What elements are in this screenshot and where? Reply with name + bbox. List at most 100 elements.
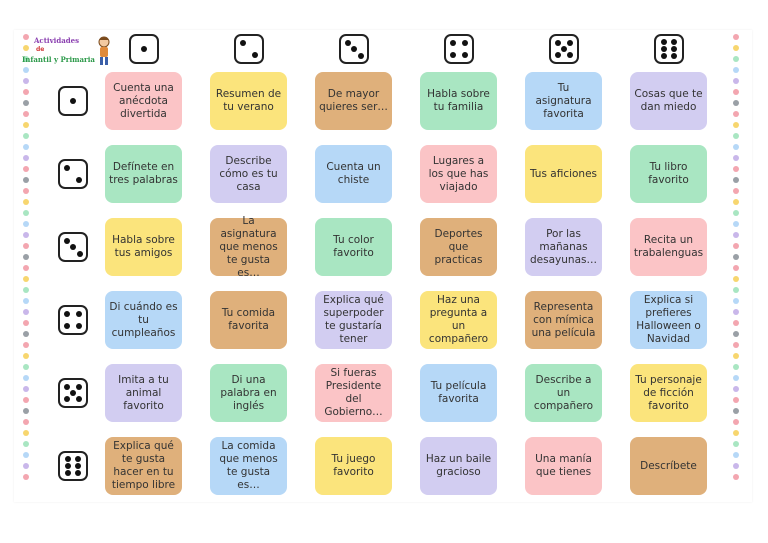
border-dot xyxy=(733,287,739,293)
die-pip xyxy=(555,40,562,47)
question-card[interactable]: Describe a un compañero xyxy=(525,364,602,422)
question-card[interactable]: Deportes que practicas xyxy=(420,218,497,276)
question-card-text: Explica si prefieres Halloween o Navidad xyxy=(636,294,701,345)
question-card[interactable]: Recita un trabalenguas xyxy=(630,218,707,276)
border-dot xyxy=(23,122,29,128)
question-card-text: Imita a tu animal favorito xyxy=(118,373,169,412)
border-dot xyxy=(733,177,739,183)
border-dot xyxy=(23,474,29,480)
border-dot xyxy=(23,34,29,40)
question-card[interactable]: Tu juego favorito xyxy=(315,437,392,495)
border-dot xyxy=(733,221,739,227)
die-one-icon xyxy=(129,34,159,64)
die-pip xyxy=(671,46,678,52)
border-dot xyxy=(23,342,29,348)
question-card-text: Representa con mímica una película xyxy=(531,300,596,339)
border-dot xyxy=(733,45,739,51)
border-dot xyxy=(23,320,29,326)
question-card[interactable]: Tus aficiones xyxy=(525,145,602,203)
question-card[interactable]: Cuenta un chiste xyxy=(315,145,392,203)
border-dot xyxy=(733,111,739,117)
question-card[interactable]: Tu color favorito xyxy=(315,218,392,276)
die-pip xyxy=(141,46,147,52)
border-dot xyxy=(23,100,29,106)
question-card-text: Describe a un compañero xyxy=(533,373,594,412)
question-card-text: Explica qué superpoder te gustaría tener xyxy=(323,294,384,345)
die-pip xyxy=(75,463,82,469)
border-dot xyxy=(733,144,739,150)
question-card[interactable]: Explica qué te gusta hacer en tu tiempo … xyxy=(105,437,182,495)
border-dot xyxy=(733,441,739,447)
border-dot xyxy=(23,67,29,73)
question-card[interactable]: La asignatura que menos te gusta es… xyxy=(210,215,287,279)
question-card[interactable]: Resumen de tu verano xyxy=(210,72,287,130)
question-card[interactable]: Imita a tu animal favorito xyxy=(105,364,182,422)
border-dot xyxy=(23,452,29,458)
border-dot xyxy=(733,309,739,315)
question-card-text: Lugares a los que has viajado xyxy=(428,154,489,193)
die-pip xyxy=(357,52,364,59)
question-card[interactable]: Una manía que tienes xyxy=(525,437,602,495)
border-dot xyxy=(23,210,29,216)
die-pip xyxy=(450,40,457,47)
question-card[interactable]: Di cuándo es tu cumpleaños xyxy=(105,291,182,349)
question-card-text: Resumen de tu verano xyxy=(215,88,282,113)
border-dot xyxy=(733,265,739,271)
border-dot xyxy=(23,254,29,260)
question-card[interactable]: Por las mañanas desayunas… xyxy=(525,218,602,276)
question-card[interactable]: Habla sobre tu familia xyxy=(420,72,497,130)
border-dot xyxy=(23,298,29,304)
die-three-icon xyxy=(339,34,369,64)
die-pip xyxy=(660,46,667,52)
question-card[interactable]: Explica qué superpoder te gustaría tener xyxy=(315,291,392,349)
question-card[interactable]: Defínete en tres palabras xyxy=(105,145,182,203)
right-dot-border xyxy=(732,34,740,485)
logo-line2: de xyxy=(36,46,45,53)
question-card[interactable]: Explica si prefieres Halloween o Navidad xyxy=(630,291,707,349)
question-card[interactable]: Cosas que te dan miedo xyxy=(630,72,707,130)
die-pip xyxy=(70,98,76,104)
border-dot xyxy=(23,364,29,370)
border-dot xyxy=(23,155,29,161)
question-card[interactable]: Tu comida favorita xyxy=(210,291,287,349)
die-four-icon xyxy=(58,305,88,335)
border-dot xyxy=(733,155,739,161)
question-card-text: Por las mañanas desayunas… xyxy=(530,227,597,266)
question-card-text: Deportes que practicas xyxy=(434,227,483,266)
question-card-text: Habla sobre tu familia xyxy=(427,88,490,113)
question-card[interactable]: La comida que menos te gusta es… xyxy=(210,437,287,495)
question-card[interactable]: Cuenta una anécdota divertida xyxy=(105,72,182,130)
question-card[interactable]: Tu libro favorito xyxy=(630,145,707,203)
border-dot xyxy=(733,463,739,469)
question-card[interactable]: Haz una pregunta a un compañero xyxy=(420,291,497,349)
question-card[interactable]: Lugares a los que has viajado xyxy=(420,145,497,203)
question-card[interactable]: Descríbete xyxy=(630,437,707,495)
question-card-text: Tu juego favorito xyxy=(331,453,376,478)
question-card[interactable]: Tu asignatura favorita xyxy=(525,72,602,130)
question-card-text: Explica qué te gusta hacer en tu tiempo … xyxy=(111,440,176,491)
question-card[interactable]: Tu película favorita xyxy=(420,364,497,422)
border-dot xyxy=(733,353,739,359)
question-card[interactable]: Habla sobre tus amigos xyxy=(105,218,182,276)
question-card[interactable]: De mayor quieres ser… xyxy=(315,72,392,130)
question-card[interactable]: Representa con mímica una película xyxy=(525,291,602,349)
die-pip xyxy=(660,39,667,46)
border-dot xyxy=(23,276,29,282)
question-card[interactable]: Describe cómo es tu casa xyxy=(210,145,287,203)
die-pip xyxy=(461,51,468,58)
die-pip xyxy=(64,311,71,318)
question-card-text: Di una palabra en inglés xyxy=(220,373,277,412)
die-pip xyxy=(75,469,82,476)
border-dot xyxy=(23,111,29,117)
question-card[interactable]: Haz un baile gracioso xyxy=(420,437,497,495)
question-card[interactable]: Tu personaje de ficción favorito xyxy=(630,364,707,422)
border-dot xyxy=(733,375,739,381)
question-card[interactable]: Di una palabra en inglés xyxy=(210,364,287,422)
border-dot xyxy=(23,56,29,62)
question-card[interactable]: Si fueras Presidente del Gobierno… xyxy=(315,364,392,422)
die-pip xyxy=(671,39,678,46)
border-dot xyxy=(733,78,739,84)
question-card-text: Di cuándo es tu cumpleaños xyxy=(109,300,178,339)
border-dot xyxy=(23,221,29,227)
border-dot xyxy=(23,177,29,183)
